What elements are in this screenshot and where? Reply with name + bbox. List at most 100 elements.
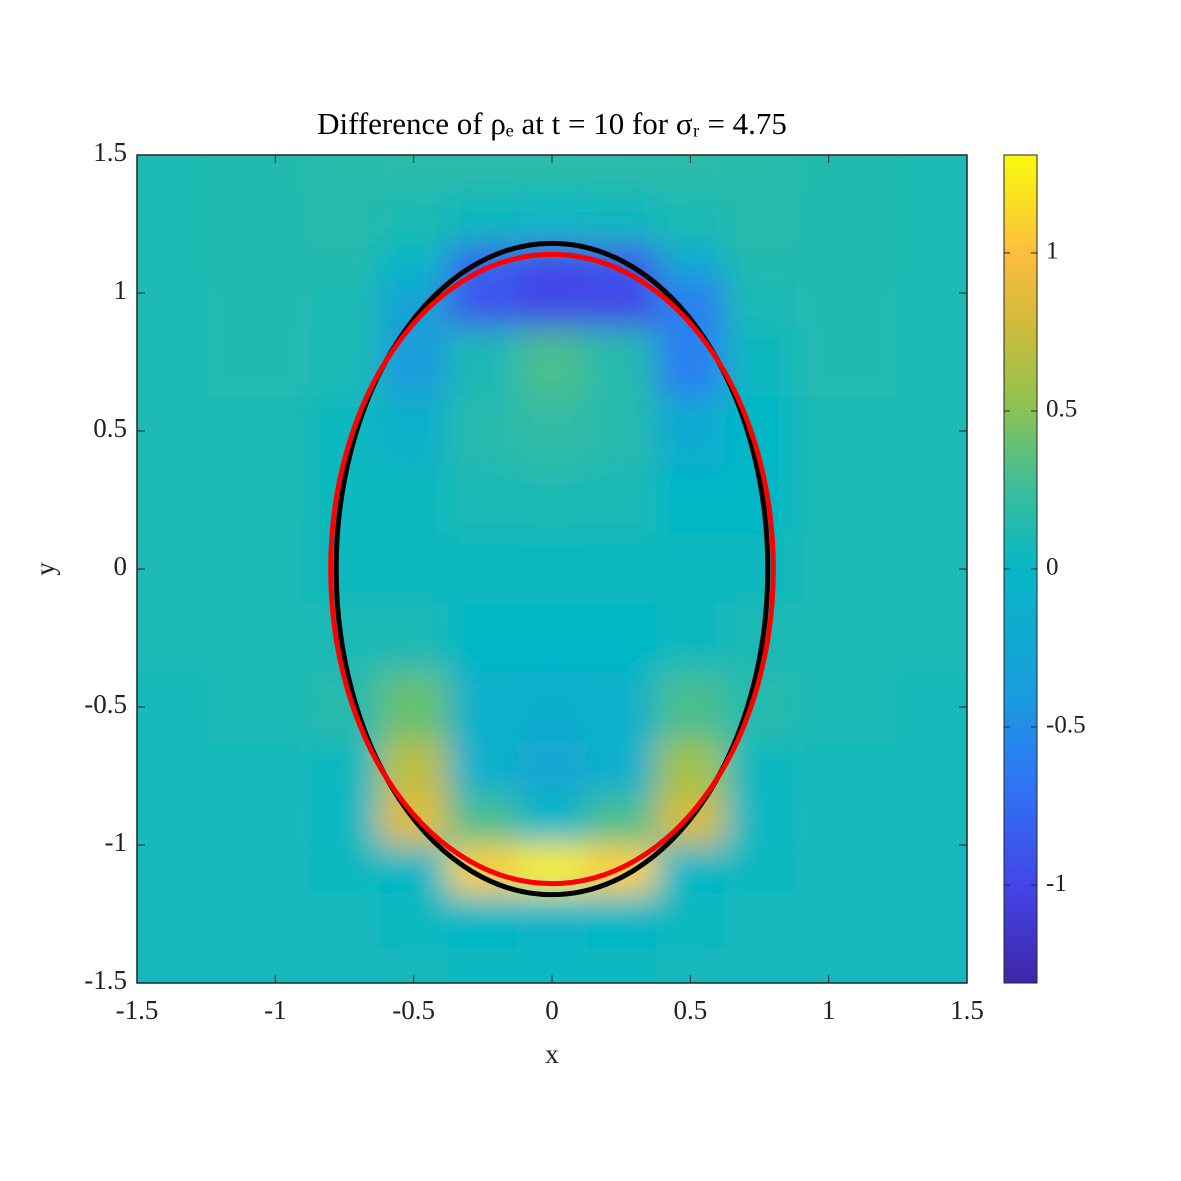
heatmap-cell: [517, 893, 588, 949]
heatmap-cell: [137, 603, 207, 673]
heatmap-cell: [655, 189, 726, 246]
heatmap-cell: [897, 534, 967, 604]
heatmap-cell: [206, 534, 311, 604]
heatmap-cell: [586, 279, 657, 328]
heatmap-cell: [655, 845, 726, 894]
heatmap-cell: [206, 948, 311, 983]
heatmap-cell: [794, 189, 899, 246]
heatmap-cell: [517, 603, 588, 673]
x-tick-label: -1.5: [116, 995, 159, 1025]
y-tick-label: -1.5: [84, 965, 127, 995]
heatmap-cell: [897, 244, 967, 280]
heatmap-cell: [137, 534, 207, 604]
heatmap-cell: [724, 845, 795, 894]
heatmap-cell: [586, 672, 657, 742]
heatmap-cell: [794, 244, 899, 280]
x-tick-label: 1.5: [950, 995, 984, 1025]
heatmap-cell: [724, 189, 795, 246]
heatmap-cell: [897, 189, 967, 246]
heatmap-cell: [897, 155, 967, 190]
y-tick-label: -1: [105, 827, 128, 857]
heatmap-cell: [379, 672, 449, 742]
heatmap-cell: [206, 327, 311, 397]
heatmap-cell: [379, 603, 449, 673]
heatmap-cell: [309, 244, 380, 280]
heatmap-cell: [586, 189, 657, 246]
heatmap-cell: [379, 396, 449, 466]
heatmap-cell: [206, 189, 311, 246]
heatmap-cell: [897, 465, 967, 535]
colorbar-tick-label: -0.5: [1046, 712, 1086, 739]
heatmap-cell: [794, 672, 899, 742]
heatmap-cell: [724, 948, 795, 983]
heatmap-cell: [448, 948, 518, 983]
heatmap-cell: [137, 396, 207, 466]
heatmap-cell: [309, 948, 380, 983]
heatmap-cell: [309, 845, 380, 894]
heatmap-cell: [897, 396, 967, 466]
heatmap-cell: [794, 948, 899, 983]
heatmap-cell: [586, 893, 657, 949]
heatmap-cell: [655, 741, 726, 798]
heatmap-cell: [724, 327, 795, 397]
heatmap-cell: [137, 893, 207, 949]
heatmap-cell: [517, 189, 588, 246]
heatmap-cell: [379, 534, 449, 604]
x-axis-label: x: [545, 1039, 559, 1069]
y-tick-label: 1.5: [93, 137, 127, 167]
heatmap-cell: [137, 327, 207, 397]
heatmap-cell: [309, 893, 380, 949]
heatmap-cell: [724, 741, 795, 798]
heatmap-cell: [517, 534, 588, 604]
heatmap-cell: [794, 465, 899, 535]
heatmap-cell: [309, 534, 380, 604]
heatmap-cell: [794, 279, 899, 328]
heatmap-cell: [897, 603, 967, 673]
heatmap-cell: [137, 845, 207, 894]
colorbar-tick-label: -1: [1046, 870, 1067, 897]
heatmap-cell: [448, 796, 518, 846]
heatmap-cell: [206, 244, 311, 280]
heatmap-cell: [517, 279, 588, 328]
heatmap-cell: [794, 534, 899, 604]
heatmap-cell: [517, 244, 588, 280]
heatmap-cell: [794, 845, 899, 894]
heatmap-cell: [379, 893, 449, 949]
heatmap-cell: [517, 672, 588, 742]
heatmap-cell: [517, 741, 588, 798]
heatmap-cell: [448, 155, 518, 190]
heatmap-cell: [137, 948, 207, 983]
heatmap-cell: [448, 741, 518, 798]
heatmap-cell: [897, 741, 967, 798]
colorbar-tick-label: 1: [1046, 238, 1059, 265]
heatmap-cell: [794, 796, 899, 846]
heatmap-cell: [586, 534, 657, 604]
heatmap-cell: [206, 603, 311, 673]
contour: [333, 240, 771, 898]
heatmap-cell: [309, 155, 380, 190]
heatmap-cell: [448, 327, 518, 397]
heatmap-cell: [655, 603, 726, 673]
chart-title: Difference of ρₑ at t = 10 for σᵣ = 4.75: [317, 106, 787, 141]
heatmap-cell: [448, 603, 518, 673]
x-tick-label: -0.5: [392, 995, 435, 1025]
heatmap-cell: [897, 672, 967, 742]
heatmap-cell: [897, 845, 967, 894]
heatmap-cell: [517, 327, 588, 397]
heatmap-cell: [206, 796, 311, 846]
x-tick-label: 0: [545, 995, 559, 1025]
heatmap-cell: [309, 796, 380, 846]
heatmap-cell: [448, 279, 518, 328]
heatmap-cell: [206, 672, 311, 742]
heatmap-cell: [897, 893, 967, 949]
heatmap-cell: [448, 893, 518, 949]
heatmap-cell: [517, 845, 588, 894]
heatmap-cell: [309, 279, 380, 328]
heatmap-cell: [794, 155, 899, 190]
heatmap-cell: [137, 189, 207, 246]
heatmap-cell: [206, 465, 311, 535]
heatmap-cell: [379, 244, 449, 280]
x-tick-label: 0.5: [673, 995, 707, 1025]
